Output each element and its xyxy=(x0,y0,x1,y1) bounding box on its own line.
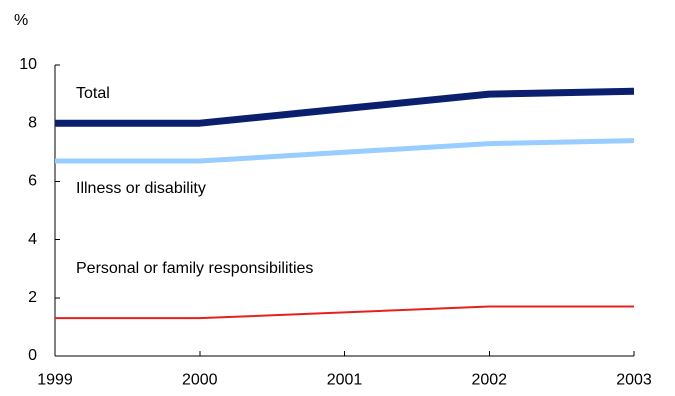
x-tick-label: 2001 xyxy=(327,371,363,388)
y-tick-label: 6 xyxy=(28,173,37,190)
x-tick-label: 2003 xyxy=(616,371,652,388)
x-tick-label: 2002 xyxy=(471,371,507,388)
y-tick-label: 8 xyxy=(28,114,37,131)
series-line-personal-or-family-responsibilities xyxy=(55,305,634,320)
x-tick-label: 2000 xyxy=(182,371,218,388)
series-label-illness-or-disability: Illness or disability xyxy=(76,180,206,197)
x-tick-label: 1999 xyxy=(37,371,73,388)
y-tick-label: 2 xyxy=(28,289,37,306)
axes: 0 2 4 6 8 10 1999 2000 2001 2002 2003 xyxy=(19,56,652,388)
series-line-illness-or-disability xyxy=(55,138,635,164)
y-axis-unit-label: % xyxy=(14,12,28,29)
series-label-total: Total xyxy=(76,85,110,102)
y-tick-label: 10 xyxy=(19,56,37,73)
y-tick-label: 0 xyxy=(28,347,37,364)
series-lines xyxy=(55,87,635,320)
series-label-personal-or-family-responsibilities: Personal or family responsibilities xyxy=(76,260,313,277)
series-labels: Total Illness or disability Personal or fa… xyxy=(76,85,313,277)
y-tick-label: 4 xyxy=(28,231,37,248)
series-line-total xyxy=(55,87,635,127)
